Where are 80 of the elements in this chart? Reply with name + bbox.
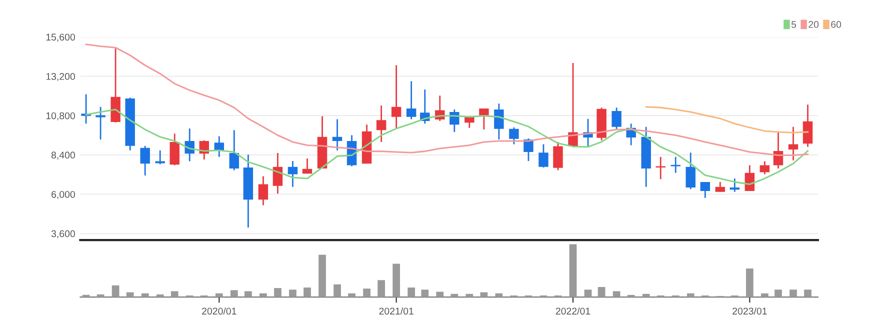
candlestick <box>802 104 813 148</box>
y-tick-label: 13,200 <box>46 73 75 82</box>
y-tick-label: 6,000 <box>52 190 75 199</box>
candlestick <box>170 132 180 166</box>
y-tick-label: 3,600 <box>51 230 75 238</box>
bar <box>318 254 326 298</box>
candlestick <box>509 126 519 145</box>
bar <box>584 290 592 298</box>
x-tick-label: 2022/01 <box>556 307 590 315</box>
bar <box>569 244 577 298</box>
bar <box>289 290 296 298</box>
legend-label: 60 <box>831 21 842 28</box>
bar <box>230 290 238 298</box>
bar <box>466 294 474 298</box>
y-tick-label: 15,600 <box>46 34 75 42</box>
bar <box>495 293 503 298</box>
bar <box>686 293 694 298</box>
bar <box>378 280 385 298</box>
bar <box>244 291 252 298</box>
candlestick <box>288 160 298 188</box>
x-tick-label: 2021/01 <box>379 307 414 315</box>
candlestick <box>686 152 696 190</box>
candlestick <box>140 145 150 176</box>
y-tick-label: 10,800 <box>46 112 75 120</box>
candlestick <box>715 181 726 193</box>
bar <box>126 292 134 298</box>
candlestick <box>258 176 268 206</box>
candlestick <box>524 138 534 162</box>
candlestick <box>656 156 666 180</box>
candlestick <box>788 126 798 162</box>
bar <box>274 288 282 298</box>
bar <box>304 288 311 298</box>
candlestick <box>406 80 416 120</box>
candlestick <box>700 181 710 199</box>
candlestick <box>376 104 386 143</box>
candlestick <box>391 64 402 130</box>
bar <box>627 294 635 298</box>
candlestick <box>450 108 460 133</box>
bar <box>260 293 267 298</box>
legend-label: 5 <box>791 21 796 28</box>
bar <box>774 290 782 298</box>
candlestick <box>214 136 224 158</box>
bar <box>421 290 429 298</box>
candlestick <box>155 150 165 165</box>
bar <box>170 291 178 298</box>
bar <box>112 285 120 298</box>
candlestick <box>229 129 240 172</box>
bar <box>598 287 606 298</box>
candlestick <box>479 108 489 130</box>
bar <box>392 264 400 298</box>
bar <box>450 294 458 298</box>
bar <box>408 288 416 298</box>
candlestick <box>332 118 342 152</box>
candlestick <box>612 106 622 130</box>
x-tick-label: 2023/01 <box>732 307 767 315</box>
candlestick <box>553 141 563 172</box>
bar <box>612 291 620 298</box>
bar <box>436 292 444 298</box>
bar <box>746 268 754 298</box>
bar <box>215 293 223 298</box>
bar <box>348 293 356 298</box>
candlestick <box>538 144 548 168</box>
bar <box>804 290 812 298</box>
y-tick-label: 8,400 <box>51 152 75 160</box>
candlestick <box>494 102 504 140</box>
bar <box>480 292 488 298</box>
bar <box>790 290 797 298</box>
legend-label: 20 <box>808 21 819 28</box>
bar <box>363 288 370 298</box>
bar <box>761 293 768 298</box>
x-tick-label: 2020/01 <box>202 307 236 315</box>
bar <box>82 294 90 298</box>
candlestick <box>302 158 312 174</box>
bar <box>141 293 149 298</box>
bar <box>642 294 650 298</box>
bar <box>96 294 104 298</box>
candlestick <box>760 160 770 175</box>
bar <box>156 294 164 298</box>
bar <box>334 284 341 298</box>
candlestick <box>730 178 740 193</box>
